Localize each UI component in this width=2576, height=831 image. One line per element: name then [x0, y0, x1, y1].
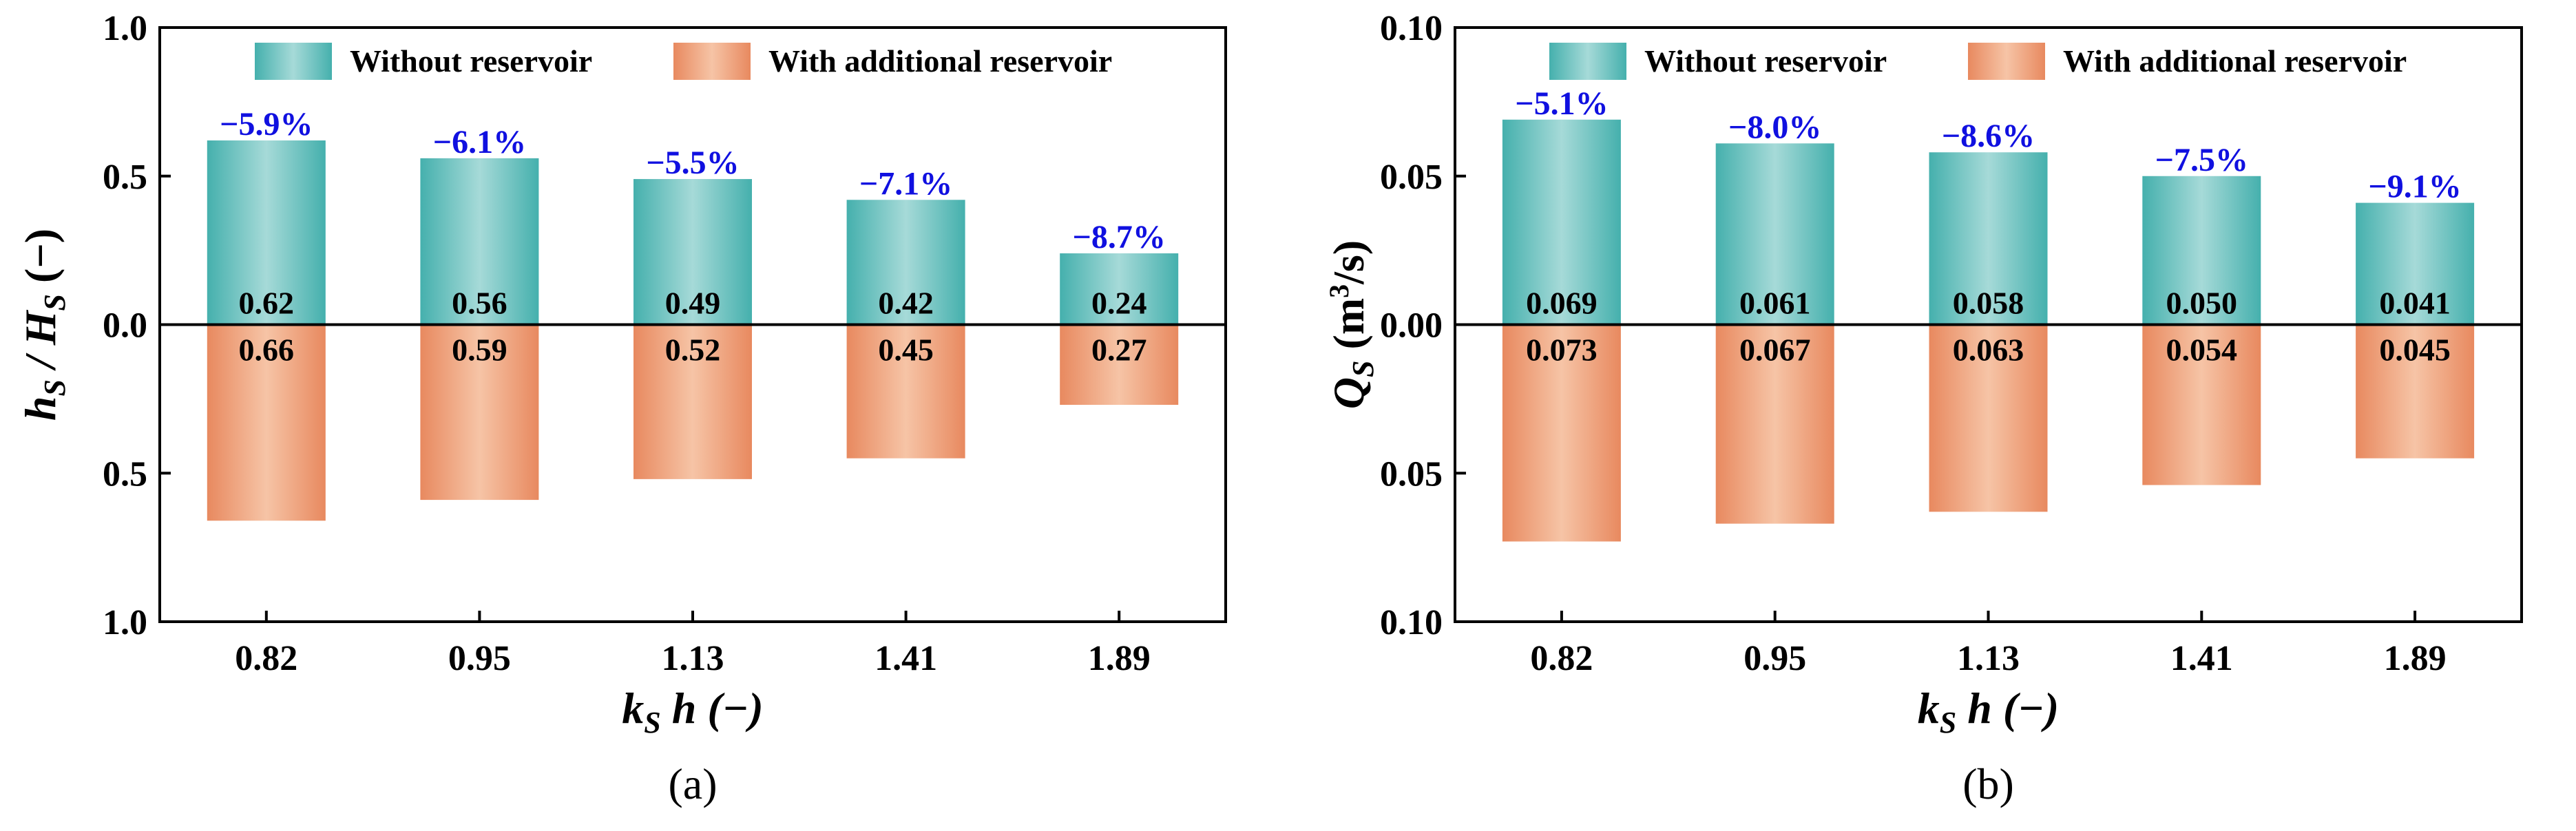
bar-without-reservoir: [207, 140, 326, 325]
panel-a-legend-swatch-with: [673, 43, 751, 80]
value-label-with: 0.054: [2166, 333, 2238, 368]
value-label-with: 0.045: [2379, 333, 2451, 368]
panel-b-labels: 0.069 0.073 −5.1% 0.061 0.067 −8.0% 0.058 0.063…: [1515, 85, 2462, 368]
bar-with-reservoir: [1060, 324, 1179, 406]
x-tick-label: 1.41: [875, 639, 937, 678]
y-tick-label: 0.0: [103, 306, 147, 346]
change-label: −7.1%: [859, 165, 952, 202]
panel-b-label: (b): [1962, 759, 2014, 808]
panel-a-chart: 0.620.66−5.9%0.560.59−6.1%0.490.52−5.5%0…: [16, 9, 1227, 808]
panel-b-legend-label-with: With additional reservoir: [2063, 43, 2407, 78]
y-tick-label: 0.00: [1380, 306, 1443, 346]
x-tick-label: 0.82: [235, 639, 297, 678]
panel-b-chart: 0.069 0.073 −5.1% 0.061 0.067 −8.0% 0.058 0.063…: [1323, 9, 2523, 808]
x-tick-label: 0.95: [448, 639, 511, 678]
panel-a-legend-swatch-without: [255, 43, 332, 80]
panel-a-label: (a): [668, 759, 717, 808]
value-label-with: 0.073: [1526, 333, 1598, 368]
value-label-with: 0.27: [1091, 333, 1147, 368]
bar-with-reservoir: [846, 324, 965, 459]
value-label-without: 0.49: [665, 286, 721, 321]
value-label-without: 0.42: [878, 286, 934, 321]
value-label-with: 0.063: [1953, 333, 2024, 368]
value-label-without: 0.56: [452, 286, 507, 321]
bar-without-reservoir: [1502, 119, 1621, 325]
panel-a-y-axis-title: hS / HS (−): [16, 229, 72, 421]
x-tick-label: 1.13: [1957, 639, 2020, 678]
change-label: −8.7%: [1073, 219, 1166, 255]
value-label-without: 0.069: [1526, 286, 1598, 321]
value-label-without: 0.24: [1091, 286, 1147, 321]
panel-a-legend-label-with: With additional reservoir: [768, 43, 1112, 78]
panel-a-ticks: 0.82 0.95 1.13 1.41 1.89 1.0 0.5 0.0 0.5 1.0: [103, 9, 1151, 678]
panel-b-bars: [1502, 119, 2475, 542]
x-tick-label: 0.95: [1743, 639, 1806, 678]
bar-without-reservoir: [846, 200, 965, 325]
bar-with-reservoir: [1715, 324, 1834, 524]
bar-with-reservoir: [633, 324, 752, 479]
change-label: −6.1%: [433, 124, 526, 160]
bar-without-reservoir: [2142, 176, 2261, 325]
value-label-without: 0.041: [2379, 286, 2451, 321]
value-label-with: 0.66: [239, 333, 295, 368]
y-tick-label: 0.5: [103, 454, 147, 494]
bar-without-reservoir: [2356, 202, 2475, 325]
bar-without-reservoir: [1929, 152, 2048, 325]
panel-a-x-axis-title: kS h (−): [622, 684, 763, 739]
value-label-without: 0.058: [1953, 286, 2024, 321]
bar-with-reservoir: [1929, 324, 2048, 512]
y-tick-label: 0.10: [1380, 9, 1443, 48]
value-label-with: 0.59: [452, 333, 507, 368]
value-label-without: 0.050: [2166, 286, 2238, 321]
panel-a-legend: Without reservoir With additional reserv…: [255, 43, 1112, 80]
value-label-without: 0.62: [239, 286, 295, 321]
y-tick-label: 0.10: [1380, 603, 1443, 642]
panel-b-ticks: 0.82 0.95 1.13 1.41 1.89 0.10 0.05 0.00 0.05 0.10: [1380, 9, 2447, 678]
value-label-with: 0.52: [665, 333, 721, 368]
y-tick-label: 1.0: [103, 9, 147, 48]
panel-b-legend-swatch-with: [1968, 43, 2045, 80]
panel-b-x-axis-title: kS h (−): [1918, 684, 2059, 739]
panel-b-legend-swatch-without: [1549, 43, 1626, 80]
change-label: −8.0%: [1728, 109, 1821, 145]
panel-b-legend: Without reservoir With additional reserv…: [1549, 43, 2407, 80]
panel-a-legend-label-without: Without reservoir: [350, 43, 592, 78]
x-tick-label: 1.89: [1088, 639, 1151, 678]
bar-with-reservoir: [2356, 324, 2475, 459]
x-tick-label: 1.13: [662, 639, 724, 678]
value-label-with: 0.45: [878, 333, 934, 368]
change-label: −5.5%: [646, 145, 739, 181]
bar-with-reservoir: [420, 324, 539, 501]
bar-without-reservoir: [633, 179, 752, 325]
y-tick-label: 0.05: [1380, 158, 1443, 197]
bar-with-reservoir: [2142, 324, 2261, 485]
value-label-without: 0.061: [1739, 286, 1811, 321]
change-label: −5.9%: [220, 106, 313, 143]
y-tick-label: 0.05: [1380, 454, 1443, 494]
y-tick-label: 0.5: [103, 158, 147, 197]
change-label: −9.1%: [2368, 169, 2461, 205]
change-label: −5.1%: [1515, 85, 1608, 122]
change-label: −8.6%: [1942, 118, 2035, 154]
panel-a-bars: [207, 140, 1179, 521]
x-tick-label: 1.89: [2384, 639, 2447, 678]
bar-without-reservoir: [1715, 143, 1834, 325]
panel-b-legend-label-without: Without reservoir: [1644, 43, 1887, 78]
change-label: −7.5%: [2155, 142, 2248, 178]
x-tick-label: 0.82: [1530, 639, 1593, 678]
value-label-with: 0.067: [1739, 333, 1811, 368]
y-tick-label: 1.0: [103, 603, 147, 642]
bar-with-reservoir: [207, 324, 326, 521]
bar-without-reservoir: [420, 158, 539, 325]
bar-with-reservoir: [1502, 324, 1621, 542]
bar-without-reservoir: [1060, 253, 1179, 325]
panel-b-y-axis-title: QS (m3/s): [1323, 240, 1380, 409]
x-tick-label: 1.41: [2170, 639, 2233, 678]
panel-a-labels: 0.62 0.66 −5.9% 0.56 0.59 −6.1% 0.49 0.52 −5.5% 0…: [220, 106, 1166, 368]
